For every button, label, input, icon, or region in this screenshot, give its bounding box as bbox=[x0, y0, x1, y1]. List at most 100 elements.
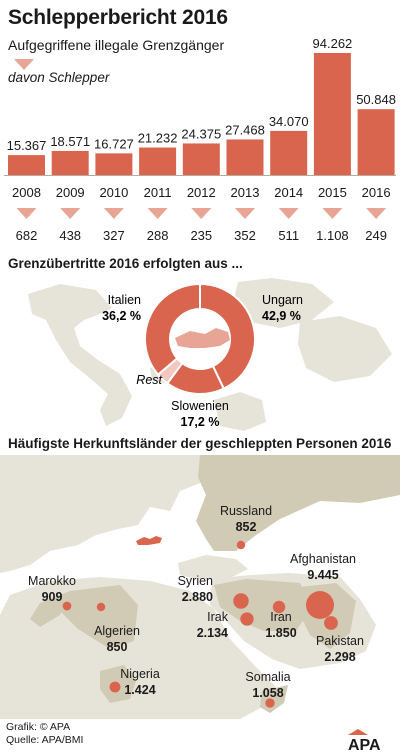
country-label-syrien: Syrien bbox=[178, 574, 213, 588]
bubble-pakistan bbox=[324, 616, 338, 630]
label-slowenien: Slowenien bbox=[171, 399, 229, 413]
bubble-nigeria bbox=[109, 681, 121, 693]
year-label-2008: 2008 bbox=[12, 185, 41, 200]
bubble-syrien bbox=[233, 593, 249, 609]
bar-value-label-2008: 15.367 bbox=[7, 138, 47, 153]
bar-2016 bbox=[357, 109, 395, 175]
legend-schlepper-label: davon Schlepper bbox=[8, 70, 110, 85]
bubble-marokko bbox=[62, 601, 72, 611]
bar-2008 bbox=[8, 155, 45, 175]
country-value-syrien: 2.880 bbox=[182, 590, 213, 604]
label-italien: Italien bbox=[108, 293, 141, 307]
schlepper-arrow-2014 bbox=[278, 208, 299, 219]
country-label-somalia: Somalia bbox=[245, 670, 290, 684]
label-rest: Rest bbox=[136, 373, 162, 387]
schlepper-arrow-2016 bbox=[366, 208, 387, 219]
country-label-irak: Irak bbox=[207, 610, 229, 624]
bar-value-label-2013: 27.468 bbox=[225, 122, 265, 137]
bar-2015 bbox=[313, 53, 351, 175]
value-italien: 36,2 % bbox=[102, 309, 141, 323]
country-label-iran: Iran bbox=[270, 610, 292, 624]
europe-shape bbox=[0, 455, 230, 573]
country-value-irak: 2.134 bbox=[197, 626, 228, 640]
border-map: Italien 36,2 % Ungarn 42,9 % Rest Slowen… bbox=[28, 278, 392, 431]
country-value-afghanistan: 9.445 bbox=[307, 568, 338, 582]
origin-section-title: Häufigste Herkunftsländer der geschleppt… bbox=[8, 436, 392, 451]
schlepper-arrow-2011 bbox=[147, 208, 168, 219]
footer: Grafik: © APA Quelle: APA/BMI bbox=[6, 721, 83, 747]
year-label-2013: 2013 bbox=[231, 185, 260, 200]
bar-2011 bbox=[139, 147, 177, 175]
apa-logo: APA bbox=[348, 729, 381, 751]
border-section-title: Grenzübertritte 2016 erfolgten aus ... bbox=[8, 256, 243, 271]
schlepper-value-2008: 682 bbox=[16, 228, 38, 243]
turkey-shape bbox=[178, 555, 248, 579]
schlepper-value-2012: 235 bbox=[190, 228, 212, 243]
chart-subtitle: Aufgegriffene illegale Grenzgänger bbox=[8, 37, 225, 53]
country-value-marokko: 909 bbox=[42, 590, 63, 604]
country-value-russland: 852 bbox=[236, 520, 257, 534]
hungary-shape bbox=[232, 278, 334, 328]
country-value-nigeria: 1.424 bbox=[124, 683, 155, 697]
bubble-afghanistan bbox=[306, 591, 334, 619]
bar-value-label-2012: 24.375 bbox=[181, 126, 221, 141]
bubble-algerien bbox=[96, 602, 106, 612]
year-label-2011: 2011 bbox=[144, 185, 172, 200]
bar-value-label-2016: 50.848 bbox=[356, 92, 396, 107]
schlepper-value-2015: 1.108 bbox=[316, 228, 349, 243]
year-label-2015: 2015 bbox=[318, 185, 347, 200]
syria-iraq-iran-shape bbox=[214, 579, 312, 631]
schlepper-value-2016: 249 bbox=[365, 228, 387, 243]
schlepper-arrow-2015 bbox=[322, 208, 343, 219]
value-ungarn: 42,9 % bbox=[262, 309, 301, 323]
country-label-afghanistan: Afghanistan bbox=[290, 552, 356, 566]
country-value-iran: 1.850 bbox=[265, 626, 296, 640]
bar-2012 bbox=[182, 143, 220, 175]
apa-logo-text: APA bbox=[348, 737, 381, 751]
country-label-algerien: Algerien bbox=[94, 624, 140, 638]
schlepper-value-2009: 438 bbox=[59, 228, 81, 243]
bar-chart: 15.367 2008 682 18.571 2009 438 16.727 2010 327 2… bbox=[4, 36, 396, 243]
footer-grafik: Grafik: © APA bbox=[6, 721, 71, 733]
bar-2010 bbox=[95, 153, 133, 175]
austria-icon bbox=[175, 328, 230, 348]
bar-2009 bbox=[51, 150, 89, 175]
bar-value-label-2015: 94.262 bbox=[313, 36, 353, 51]
country-value-somalia: 1.058 bbox=[252, 686, 283, 700]
schlepper-value-2013: 352 bbox=[234, 228, 256, 243]
schlepper-arrow-2009 bbox=[60, 208, 81, 219]
country-label-nigeria: Nigeria bbox=[120, 667, 160, 681]
year-label-2014: 2014 bbox=[274, 185, 303, 200]
bubble-iran bbox=[272, 600, 286, 614]
bar-value-label-2010: 16.727 bbox=[94, 136, 134, 151]
schlepper-value-2011: 288 bbox=[147, 228, 169, 243]
bubble-irak bbox=[240, 612, 254, 626]
year-label-2012: 2012 bbox=[187, 185, 216, 200]
donut-slice-ungarn bbox=[199, 282, 256, 390]
bar-2014 bbox=[270, 130, 308, 175]
page-title: Schlepperbericht 2016 bbox=[8, 6, 228, 29]
balkan-shape bbox=[214, 392, 266, 431]
schlepper-value-2014: 511 bbox=[278, 228, 299, 243]
country-value-pakistan: 2.298 bbox=[324, 650, 355, 664]
russia-shape bbox=[196, 455, 400, 551]
italy-shape bbox=[28, 284, 132, 426]
country-value-algerien: 850 bbox=[107, 640, 128, 654]
label-ungarn: Ungarn bbox=[262, 293, 303, 307]
value-slowenien: 17,2 % bbox=[181, 415, 220, 429]
country-label-russland: Russland bbox=[220, 504, 272, 518]
year-label-2016: 2016 bbox=[362, 185, 391, 200]
year-label-2010: 2010 bbox=[99, 185, 128, 200]
bubble-russland bbox=[236, 540, 246, 550]
bar-value-label-2014: 34.070 bbox=[269, 114, 309, 129]
bubble-somalia bbox=[265, 698, 275, 708]
schlepper-arrow-2013 bbox=[235, 208, 255, 219]
donut-slice-italien bbox=[144, 282, 201, 376]
bar-value-label-2009: 18.571 bbox=[50, 134, 90, 149]
footer-quelle: Quelle: APA/BMI bbox=[6, 734, 84, 746]
schlepper-value-2010: 327 bbox=[103, 228, 125, 243]
legend-arrow-icon bbox=[14, 59, 34, 70]
bar-2013 bbox=[226, 139, 264, 175]
schlepper-arrow-2010 bbox=[103, 208, 124, 219]
country-label-pakistan: Pakistan bbox=[316, 634, 364, 648]
